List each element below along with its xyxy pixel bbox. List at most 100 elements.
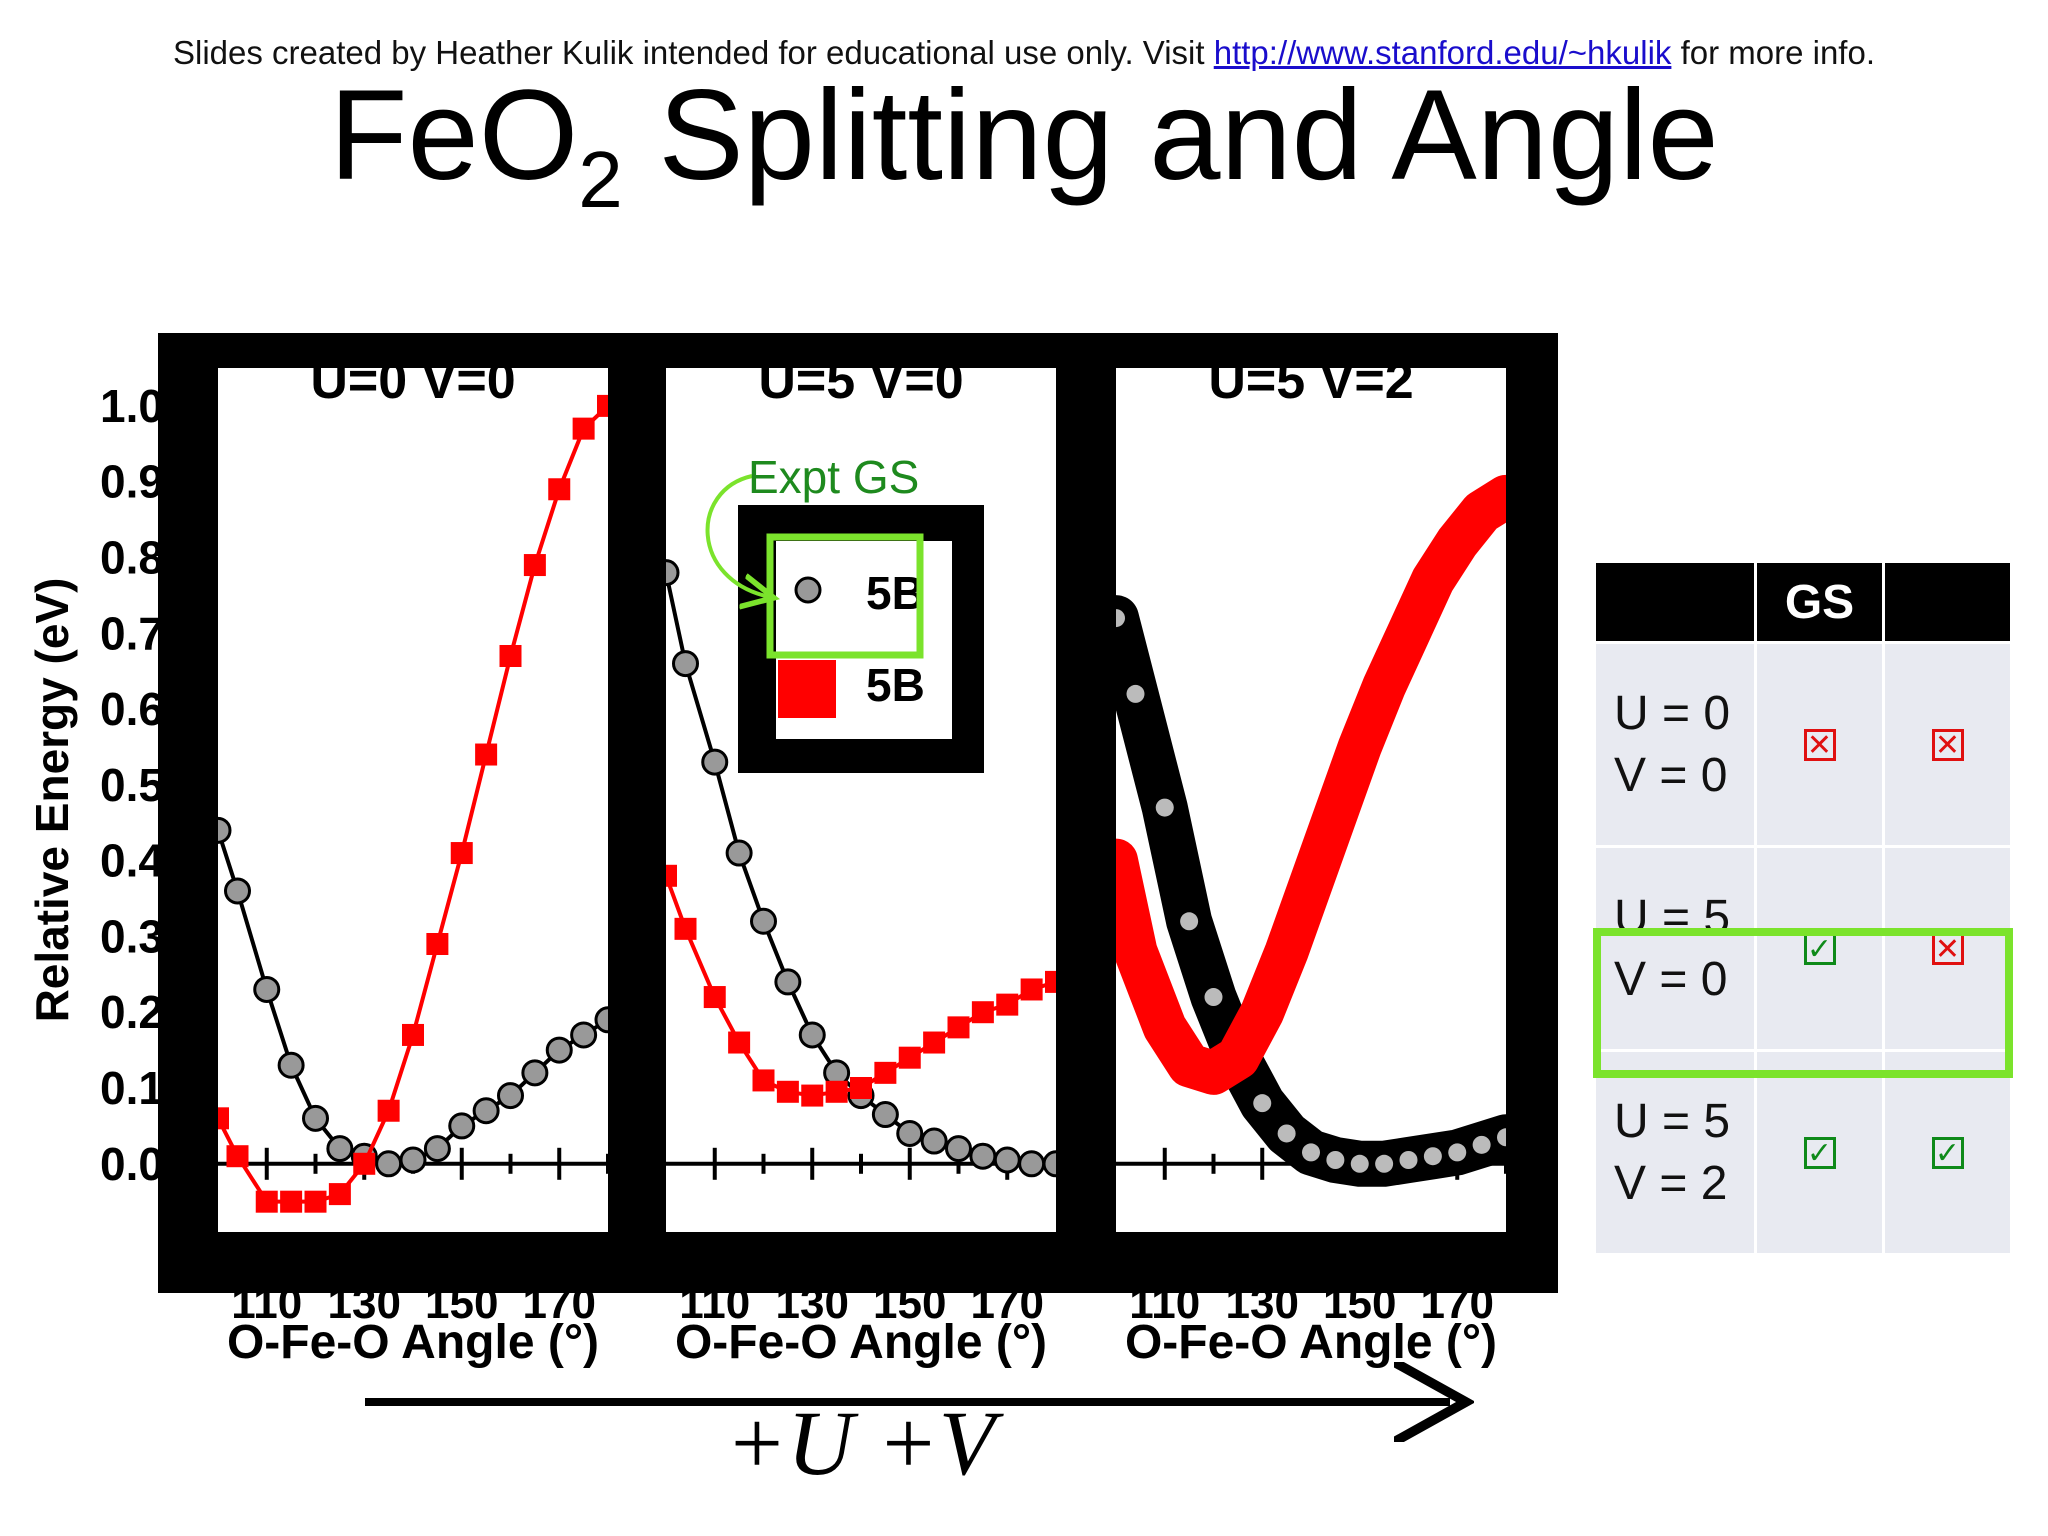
y-tick-label: 0.0 xyxy=(100,1138,164,1190)
black-data-point xyxy=(1253,1094,1272,1113)
black-data-point xyxy=(326,1135,354,1163)
black-data-point xyxy=(1350,1154,1369,1173)
table-cell: ✓ xyxy=(1757,848,1882,1049)
black-data-point xyxy=(1399,1151,1418,1169)
credit-line: Slides created by Heather Kulik intended… xyxy=(0,34,2048,72)
black-data-point xyxy=(969,1142,997,1170)
black-data-point xyxy=(375,1150,403,1178)
table-row: U = 5 V = 0 ✓ ✕ xyxy=(1596,848,2010,1049)
red-data-point xyxy=(226,1145,249,1168)
legend-entry: 5B xyxy=(866,659,925,711)
black-data-point xyxy=(399,1146,427,1174)
cross-icon: ✕ xyxy=(1803,728,1836,761)
y-tick-label: 0.6 xyxy=(100,683,164,735)
black-data-point xyxy=(672,650,699,678)
legend-entry: 5B xyxy=(866,567,925,619)
expt-gs-label: Expt GS xyxy=(748,451,919,503)
table-cell: ✕ xyxy=(1757,644,1882,845)
black-data-point xyxy=(545,1036,573,1064)
arrow-label: +U +V xyxy=(725,1392,995,1494)
red-data-point xyxy=(923,1031,946,1054)
black-data-point xyxy=(1180,912,1199,931)
credit-suffix: for more info. xyxy=(1671,34,1875,71)
table-header-third xyxy=(1885,563,2010,641)
title-main: FeO xyxy=(329,64,579,207)
panel-title: U=5 V=2 xyxy=(1208,352,1413,410)
x-tick-label: 170 xyxy=(523,1279,596,1328)
panel-title: U=5 V=0 xyxy=(758,352,963,410)
x-tick-label: 150 xyxy=(873,1279,946,1328)
black-data-point xyxy=(277,1051,305,1079)
credit-link[interactable]: http://www.stanford.edu/~hkulik xyxy=(1213,34,1672,71)
table-cell: ✓ xyxy=(1757,1052,1882,1253)
red-data-point xyxy=(898,1046,921,1069)
black-data-point xyxy=(1375,1154,1394,1173)
black-data-point xyxy=(701,748,729,776)
red-data-point xyxy=(499,645,522,667)
black-data-point xyxy=(798,1021,826,1049)
panel-title: U=0 V=0 xyxy=(310,352,515,410)
red-data-point xyxy=(996,993,1019,1016)
black-data-point xyxy=(1116,609,1125,628)
x-tick-label: 150 xyxy=(425,1279,498,1328)
table-header-blank xyxy=(1596,563,1754,641)
red-data-point xyxy=(947,1016,970,1039)
red-data-point xyxy=(353,1152,376,1175)
credit-prefix: Slides created by Heather Kulik intended… xyxy=(173,34,1214,71)
y-axis-label: Relative Energy (eV) xyxy=(26,578,78,1023)
x-axis-label: O-Fe-O Angle (°) xyxy=(1125,1316,1497,1369)
red-data-point xyxy=(971,1001,994,1024)
red-data-point xyxy=(218,1107,229,1130)
x-tick-label: 170 xyxy=(971,1279,1044,1328)
black-data-point xyxy=(1472,1135,1491,1154)
table-cell: ✓ xyxy=(1885,1052,2010,1253)
red-data-point xyxy=(850,1077,872,1099)
y-tick-label: 0.3 xyxy=(100,910,164,962)
red-data-point xyxy=(548,478,571,501)
plot-layer xyxy=(1116,474,1506,1187)
red-data-point xyxy=(572,417,595,440)
row-label: U = 0 V = 0 xyxy=(1596,644,1754,845)
table-row: U = 0 V = 0 ✕ ✕ xyxy=(1596,644,2010,845)
table-header-gs: GS xyxy=(1757,563,1882,641)
x-tick-label: 170 xyxy=(1421,1279,1494,1328)
red-data-point xyxy=(776,1080,799,1103)
x-tick-label: 130 xyxy=(328,1279,401,1328)
red-data-point xyxy=(402,1023,424,1046)
black-data-point xyxy=(224,877,251,905)
x-tick-label: 130 xyxy=(1226,1279,1299,1328)
red-data-point xyxy=(874,1061,897,1084)
x-axis-label: O-Fe-O Angle (°) xyxy=(227,1316,599,1369)
red-data-point xyxy=(825,1080,848,1103)
red-data-point xyxy=(304,1190,327,1213)
red-data-point xyxy=(1020,978,1043,1001)
y-tick-label: 1.0 xyxy=(100,380,164,432)
title-subscript: 2 xyxy=(578,135,623,224)
slide-title: FeO2 Splitting and Angle xyxy=(0,64,2048,219)
plot-area xyxy=(218,368,608,1232)
red-data-point xyxy=(377,1099,400,1122)
x-tick-label: 110 xyxy=(1129,1279,1200,1328)
plot-layer xyxy=(218,394,608,1213)
check-icon: ✓ xyxy=(1931,1136,1964,1169)
black-data-point xyxy=(1277,1124,1296,1143)
red-data-point xyxy=(801,1084,824,1107)
y-tick-label: 0.4 xyxy=(100,835,164,887)
plot-layer xyxy=(666,559,1056,1180)
red-data-point xyxy=(426,933,449,955)
red-data-point xyxy=(523,554,546,577)
y-tick-label: 0.2 xyxy=(100,986,164,1038)
table-header-row: GS xyxy=(1596,563,2010,641)
y-tick-label: 0.1 xyxy=(100,1062,164,1114)
black-data-point xyxy=(1497,1128,1506,1147)
black-data-point xyxy=(570,1021,598,1049)
black-data-point xyxy=(448,1112,476,1140)
black-data-point xyxy=(1423,1147,1442,1166)
ground-state-table: GS U = 0 V = 0 ✕ ✕ U = 5 V = 0 ✓ ✕ U = 5… xyxy=(1593,560,2013,1256)
black-data-point xyxy=(1448,1143,1467,1162)
black-data-point xyxy=(1018,1150,1046,1178)
black-data-point xyxy=(423,1135,451,1163)
black-data-point xyxy=(750,907,777,935)
